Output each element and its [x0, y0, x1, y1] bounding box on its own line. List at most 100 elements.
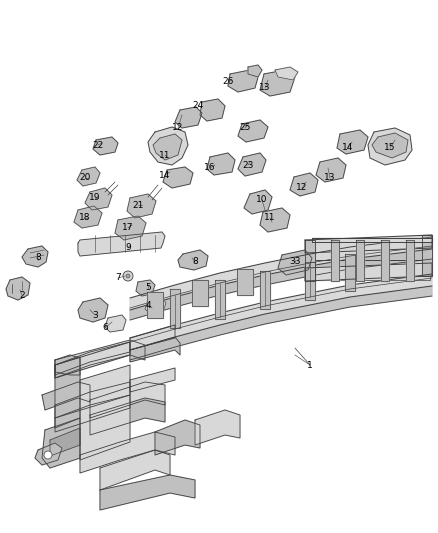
- Polygon shape: [105, 315, 126, 332]
- Polygon shape: [200, 99, 225, 121]
- Text: 19: 19: [89, 193, 101, 203]
- Polygon shape: [22, 246, 48, 267]
- Text: 25: 25: [239, 124, 251, 133]
- Polygon shape: [312, 238, 432, 242]
- Text: 2: 2: [19, 290, 25, 300]
- Text: 7: 7: [115, 273, 121, 282]
- Polygon shape: [316, 158, 346, 182]
- Text: 14: 14: [343, 143, 354, 152]
- Polygon shape: [238, 153, 266, 176]
- Circle shape: [126, 274, 130, 278]
- Polygon shape: [153, 134, 182, 160]
- Polygon shape: [127, 194, 156, 218]
- Polygon shape: [260, 271, 270, 309]
- Circle shape: [123, 271, 133, 281]
- Text: 1: 1: [307, 360, 313, 369]
- Polygon shape: [80, 432, 175, 473]
- Polygon shape: [290, 173, 318, 196]
- Polygon shape: [55, 382, 130, 418]
- Polygon shape: [55, 395, 130, 432]
- Polygon shape: [228, 70, 258, 92]
- Polygon shape: [77, 167, 100, 186]
- Text: 9: 9: [125, 244, 131, 253]
- Polygon shape: [130, 337, 180, 362]
- Polygon shape: [305, 262, 315, 300]
- Text: 20: 20: [79, 174, 91, 182]
- Polygon shape: [74, 206, 102, 228]
- Polygon shape: [55, 357, 80, 428]
- Polygon shape: [35, 443, 62, 465]
- Text: 17: 17: [122, 223, 134, 232]
- Polygon shape: [422, 235, 432, 276]
- Polygon shape: [345, 254, 355, 292]
- Text: 26: 26: [223, 77, 234, 86]
- Polygon shape: [356, 240, 364, 281]
- Text: 23: 23: [242, 160, 254, 169]
- Polygon shape: [130, 249, 432, 320]
- Polygon shape: [305, 240, 315, 281]
- Polygon shape: [215, 280, 225, 319]
- Text: 8: 8: [192, 257, 198, 266]
- Polygon shape: [90, 382, 165, 418]
- Polygon shape: [130, 274, 432, 350]
- Text: 12: 12: [297, 183, 307, 192]
- Text: 24: 24: [192, 101, 204, 109]
- Polygon shape: [163, 167, 193, 188]
- Polygon shape: [6, 277, 30, 300]
- Polygon shape: [275, 67, 298, 80]
- Polygon shape: [278, 250, 312, 275]
- Polygon shape: [195, 410, 240, 445]
- Polygon shape: [207, 153, 235, 175]
- Polygon shape: [260, 70, 295, 96]
- Polygon shape: [305, 263, 432, 281]
- Polygon shape: [136, 280, 155, 296]
- Polygon shape: [381, 240, 389, 281]
- Text: 3: 3: [92, 311, 98, 319]
- Text: 13: 13: [259, 84, 271, 93]
- Polygon shape: [337, 130, 368, 154]
- Polygon shape: [312, 248, 430, 260]
- Polygon shape: [55, 340, 145, 378]
- Polygon shape: [248, 65, 262, 77]
- Polygon shape: [147, 292, 163, 318]
- Polygon shape: [148, 127, 188, 165]
- Polygon shape: [42, 382, 90, 410]
- Polygon shape: [260, 208, 290, 232]
- Polygon shape: [368, 128, 412, 165]
- Text: 8: 8: [35, 254, 41, 262]
- Polygon shape: [55, 342, 130, 378]
- Polygon shape: [78, 232, 165, 256]
- Polygon shape: [42, 418, 80, 468]
- Text: 11: 11: [264, 214, 276, 222]
- Text: 4: 4: [145, 301, 151, 310]
- Polygon shape: [170, 289, 180, 328]
- Polygon shape: [93, 137, 118, 155]
- Polygon shape: [55, 342, 130, 375]
- Polygon shape: [406, 240, 414, 281]
- Text: 16: 16: [204, 164, 216, 173]
- Text: 12: 12: [172, 124, 184, 133]
- Polygon shape: [100, 475, 195, 510]
- Polygon shape: [130, 237, 432, 310]
- Polygon shape: [78, 298, 108, 322]
- Text: 22: 22: [92, 141, 104, 149]
- Polygon shape: [192, 280, 208, 306]
- Polygon shape: [85, 188, 112, 210]
- Text: 14: 14: [159, 171, 171, 180]
- Text: 15: 15: [384, 143, 396, 152]
- Text: 21: 21: [132, 200, 144, 209]
- Text: 13: 13: [324, 174, 336, 182]
- Polygon shape: [175, 107, 202, 128]
- Polygon shape: [100, 450, 170, 490]
- Polygon shape: [178, 250, 208, 270]
- Polygon shape: [312, 238, 430, 248]
- Polygon shape: [55, 355, 80, 375]
- Polygon shape: [115, 216, 146, 240]
- Text: 10: 10: [256, 196, 268, 205]
- Text: 11: 11: [159, 150, 171, 159]
- Polygon shape: [305, 235, 432, 253]
- Text: 33: 33: [289, 257, 301, 266]
- Polygon shape: [145, 298, 166, 314]
- Polygon shape: [155, 420, 200, 455]
- Text: 6: 6: [102, 324, 108, 333]
